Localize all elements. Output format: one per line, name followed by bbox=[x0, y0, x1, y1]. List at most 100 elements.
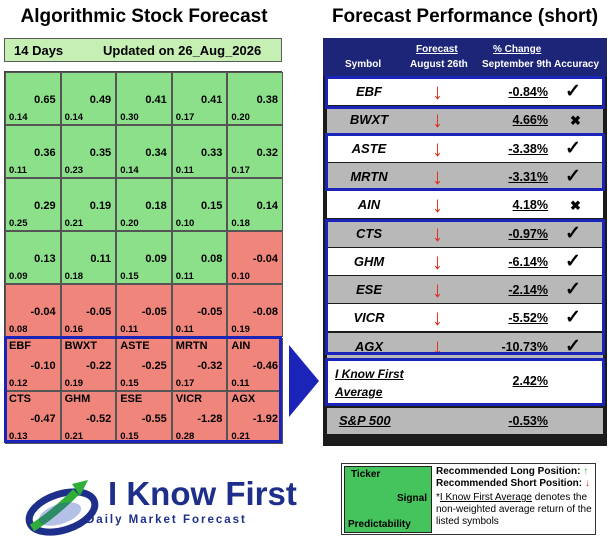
forecast-down-arrow-icon: ↓ bbox=[432, 107, 443, 133]
legend-long-label: Recommended Long Position: bbox=[436, 466, 581, 477]
forecast-down-arrow-icon: ↓ bbox=[432, 192, 443, 218]
row-symbol: GHM bbox=[353, 253, 385, 269]
heatmap-cell: 0.08 0.11 bbox=[171, 231, 228, 285]
header-symbol: Symbol bbox=[345, 59, 382, 70]
average-row: I Know First Average 2.42% bbox=[327, 360, 603, 404]
cell-predictability: 0.10 bbox=[231, 271, 250, 283]
heatmap-cell: -0.08 0.19 bbox=[227, 284, 283, 338]
performance-row: MRTN ↓ -3.31% ✓ bbox=[327, 162, 603, 190]
row-symbol: ASTE bbox=[351, 140, 387, 156]
performance-row: CTS ↓ -0.97% ✓ bbox=[327, 219, 603, 247]
benchmark-row: S&P 500 -0.53% bbox=[327, 408, 603, 434]
cell-symbol: GHM bbox=[64, 392, 91, 405]
cell-symbol: CTS bbox=[9, 392, 31, 405]
forecast-horizon: 14 Days bbox=[14, 43, 64, 58]
average-value: 2.42% bbox=[512, 374, 548, 388]
forecast-down-arrow-icon: ↓ bbox=[432, 333, 443, 359]
row-change: 4.66% bbox=[512, 113, 548, 128]
forecast-updated-date: Updated on 26_Aug_2026 bbox=[103, 43, 262, 58]
cell-signal: 0.08 bbox=[200, 253, 223, 266]
heatmap-cell: -0.05 0.11 bbox=[116, 284, 172, 338]
heatmap-cell: 0.49 0.14 bbox=[60, 72, 117, 126]
cell-signal: -0.05 bbox=[141, 306, 167, 319]
cell-signal: 0.35 bbox=[89, 147, 112, 160]
forecast-down-arrow-icon: ↓ bbox=[432, 220, 443, 246]
cell-predictability: 0.21 bbox=[64, 218, 84, 230]
row-change: -2.14% bbox=[508, 283, 548, 298]
cell-predictability: 0.08 bbox=[9, 324, 28, 336]
heatmap-cell: 0.18 0.20 bbox=[116, 178, 172, 232]
rising-arrow-logo-icon bbox=[25, 480, 99, 536]
performance-row: BWXT ↓ 4.66% ✖ bbox=[327, 106, 603, 134]
cell-signal: -0.10 bbox=[30, 359, 56, 372]
row-symbol: AGX bbox=[354, 338, 384, 354]
heatmap-cell: 0.11 0.18 bbox=[60, 231, 117, 285]
heatmap-cell: -0.04 0.08 bbox=[5, 284, 61, 338]
heatmap-cell: ASTE -0.25 0.15 bbox=[116, 337, 172, 391]
cell-predictability: 0.17 bbox=[175, 377, 195, 389]
performance-row: EBF ↓ -0.84% ✓ bbox=[327, 78, 603, 105]
cell-predictability: 0.11 bbox=[120, 324, 139, 336]
cell-signal: -1.28 bbox=[197, 412, 223, 425]
heatmap-cell: 0.34 0.14 bbox=[116, 125, 172, 179]
heatmap-cell: 0.15 0.10 bbox=[171, 178, 228, 232]
heatmap-cell: -0.05 0.16 bbox=[60, 284, 117, 338]
heatmap-cell: 0.41 0.30 bbox=[116, 72, 172, 126]
cell-signal: -0.22 bbox=[86, 359, 112, 372]
cell-predictability: 0.15 bbox=[120, 377, 139, 389]
cell-predictability: 0.23 bbox=[64, 165, 84, 177]
row-change: -3.31% bbox=[508, 169, 548, 184]
cell-signal: 0.29 bbox=[34, 200, 56, 213]
cell-predictability: 0.11 bbox=[231, 377, 250, 389]
heatmap-cell: 0.09 0.15 bbox=[116, 231, 172, 285]
heatmap-cell: 0.32 0.17 bbox=[227, 125, 283, 179]
heatmap-cell: 0.19 0.21 bbox=[60, 178, 117, 232]
legend-ticker: Ticker bbox=[351, 469, 381, 480]
cell-signal: 0.19 bbox=[89, 200, 112, 213]
cell-signal: -0.46 bbox=[252, 359, 278, 372]
cell-predictability: 0.25 bbox=[9, 218, 28, 230]
check-icon: ✓ bbox=[565, 165, 581, 187]
heatmap-cell: 0.33 0.11 bbox=[171, 125, 228, 179]
row-change: -0.97% bbox=[508, 226, 548, 241]
logo-tagline: Daily Market Forecast bbox=[86, 514, 247, 526]
pointer-arrow-icon bbox=[289, 345, 319, 417]
cell-symbol: ESE bbox=[120, 392, 143, 405]
cell-predictability: 0.09 bbox=[9, 271, 28, 283]
cell-symbol: EBF bbox=[9, 339, 31, 352]
row-change: -5.52% bbox=[508, 311, 548, 326]
cell-signal: -0.52 bbox=[86, 412, 112, 425]
row-change: 4.18% bbox=[512, 198, 548, 213]
forecast-heatmap: 0.65 0.14 0.49 0.14 0.41 0.30 0.41 0.17 0.38 0.20… bbox=[4, 71, 283, 444]
cell-signal: 0.49 bbox=[89, 94, 112, 106]
heatmap-cell: GHM -0.52 0.21 bbox=[60, 390, 117, 444]
cell-symbol: AIN bbox=[231, 339, 251, 352]
cell-predictability: 0.15 bbox=[120, 271, 139, 283]
cell-symbol: ASTE bbox=[120, 339, 150, 352]
row-symbol: MRTN bbox=[350, 168, 388, 184]
cell-predictability: 0.30 bbox=[120, 112, 139, 124]
cell-predictability: 0.10 bbox=[175, 218, 195, 230]
cell-signal: -0.04 bbox=[30, 306, 56, 319]
cell-signal: 0.14 bbox=[256, 200, 278, 213]
cell-signal: -1.92 bbox=[252, 412, 278, 425]
cell-signal: 0.33 bbox=[200, 147, 223, 160]
benchmark-label: S&P 500 bbox=[339, 413, 391, 428]
row-symbol: AIN bbox=[357, 197, 381, 213]
cell-signal: -0.05 bbox=[197, 306, 223, 319]
cell-signal: -0.04 bbox=[252, 253, 278, 266]
performance-header: Symbol Forecast August 26th % Change Sep… bbox=[323, 38, 607, 76]
cell-signal: -0.47 bbox=[30, 412, 56, 425]
cell-signal: 0.41 bbox=[200, 94, 223, 106]
header-accuracy: Accuracy bbox=[554, 59, 600, 70]
header-change-date: September 9th bbox=[482, 59, 552, 70]
legend-note-text: denotes the non-weighted average return … bbox=[436, 492, 592, 527]
row-symbol: ESE bbox=[355, 282, 382, 298]
cross-icon: ✖ bbox=[570, 113, 581, 129]
check-icon: ✓ bbox=[565, 222, 581, 244]
heatmap-cell: AIN -0.46 0.11 bbox=[227, 337, 283, 391]
cell-signal: 0.09 bbox=[145, 253, 167, 266]
cell-symbol: VICR bbox=[175, 392, 203, 405]
cell-predictability: 0.14 bbox=[120, 165, 139, 177]
heatmap-cell: AGX -1.92 0.21 bbox=[227, 390, 283, 444]
